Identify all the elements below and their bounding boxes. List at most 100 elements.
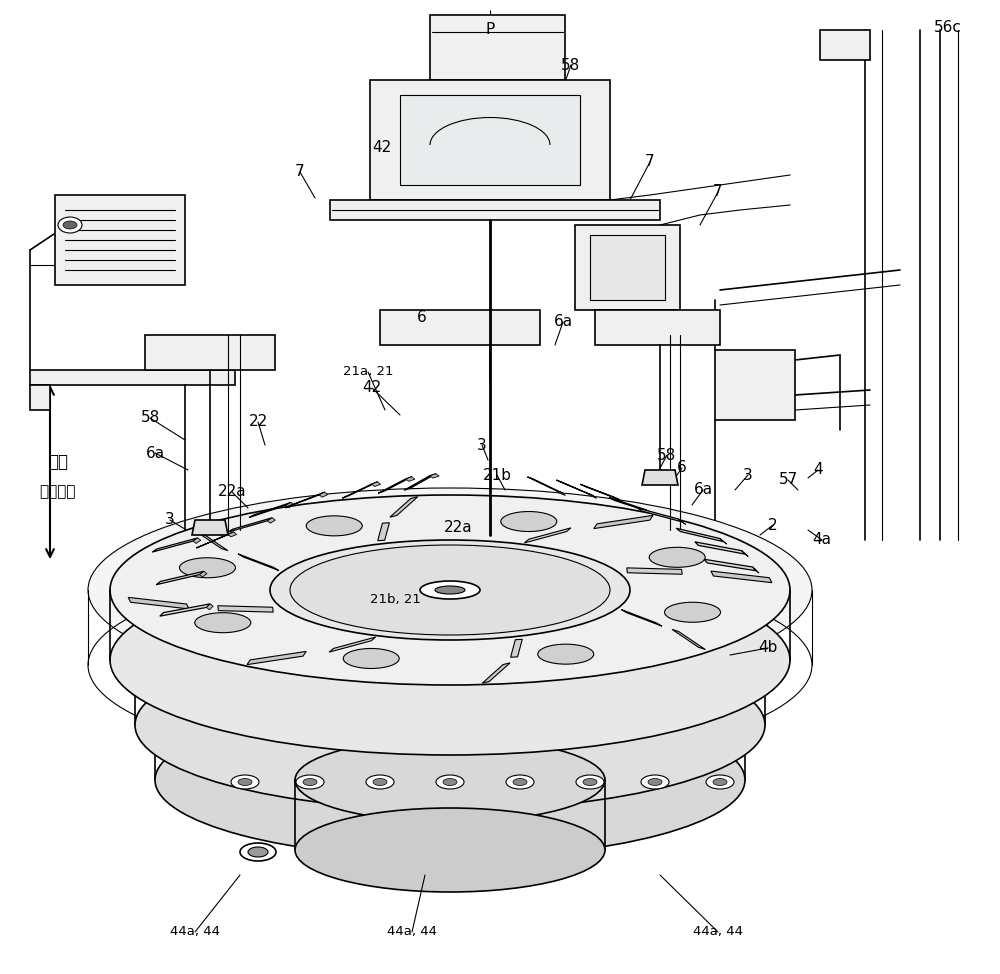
Ellipse shape bbox=[135, 640, 765, 810]
Polygon shape bbox=[614, 497, 623, 503]
Text: 7: 7 bbox=[645, 155, 655, 169]
Polygon shape bbox=[193, 538, 201, 543]
Ellipse shape bbox=[538, 644, 594, 664]
Polygon shape bbox=[711, 571, 772, 582]
Text: 58: 58 bbox=[561, 57, 581, 72]
Polygon shape bbox=[400, 95, 580, 185]
Ellipse shape bbox=[290, 545, 610, 635]
Polygon shape bbox=[594, 515, 653, 529]
Polygon shape bbox=[228, 518, 272, 532]
Text: 56c: 56c bbox=[934, 20, 962, 35]
Polygon shape bbox=[609, 498, 651, 512]
Polygon shape bbox=[678, 519, 686, 524]
Polygon shape bbox=[378, 523, 389, 541]
Ellipse shape bbox=[63, 221, 77, 229]
Text: 21b: 21b bbox=[482, 468, 512, 482]
Text: 42: 42 bbox=[362, 381, 382, 395]
Text: 2: 2 bbox=[768, 517, 778, 533]
Polygon shape bbox=[753, 567, 759, 573]
Polygon shape bbox=[646, 509, 654, 515]
Ellipse shape bbox=[295, 738, 605, 822]
Polygon shape bbox=[285, 492, 325, 507]
Polygon shape bbox=[247, 652, 306, 664]
Ellipse shape bbox=[58, 217, 82, 233]
Polygon shape bbox=[55, 195, 185, 285]
Ellipse shape bbox=[513, 778, 527, 785]
Text: 22a: 22a bbox=[218, 484, 246, 500]
Text: 7: 7 bbox=[295, 165, 305, 179]
Ellipse shape bbox=[110, 495, 790, 685]
Text: 21a, 21: 21a, 21 bbox=[343, 365, 393, 379]
Ellipse shape bbox=[648, 778, 662, 785]
Ellipse shape bbox=[270, 540, 630, 640]
Polygon shape bbox=[192, 520, 228, 535]
Text: 22a: 22a bbox=[444, 520, 472, 536]
Text: 轴向: 轴向 bbox=[48, 453, 68, 471]
Text: 6: 6 bbox=[677, 461, 687, 475]
Ellipse shape bbox=[435, 586, 465, 594]
Ellipse shape bbox=[583, 778, 597, 785]
Polygon shape bbox=[330, 200, 660, 220]
Polygon shape bbox=[206, 604, 213, 610]
Polygon shape bbox=[590, 235, 665, 300]
Polygon shape bbox=[319, 492, 328, 497]
Polygon shape bbox=[218, 606, 273, 612]
Polygon shape bbox=[152, 538, 198, 552]
Text: 6a: 6a bbox=[693, 482, 713, 498]
Ellipse shape bbox=[436, 775, 464, 789]
Ellipse shape bbox=[135, 575, 765, 745]
Polygon shape bbox=[720, 539, 727, 544]
Ellipse shape bbox=[706, 775, 734, 789]
Text: 58: 58 bbox=[140, 410, 160, 426]
Polygon shape bbox=[30, 370, 235, 385]
Ellipse shape bbox=[506, 775, 534, 789]
Ellipse shape bbox=[88, 488, 812, 692]
Polygon shape bbox=[741, 550, 748, 556]
Ellipse shape bbox=[248, 847, 268, 857]
Polygon shape bbox=[557, 491, 566, 496]
Ellipse shape bbox=[303, 778, 317, 785]
Text: 4b: 4b bbox=[758, 641, 778, 656]
Polygon shape bbox=[145, 335, 275, 370]
Polygon shape bbox=[160, 604, 210, 617]
Text: 58: 58 bbox=[657, 447, 677, 463]
Polygon shape bbox=[380, 310, 540, 345]
Polygon shape bbox=[342, 482, 378, 498]
Polygon shape bbox=[637, 507, 683, 522]
Polygon shape bbox=[430, 15, 565, 80]
Text: 44a, 44: 44a, 44 bbox=[387, 925, 437, 939]
Ellipse shape bbox=[373, 778, 387, 785]
Text: 57: 57 bbox=[778, 472, 798, 488]
Polygon shape bbox=[820, 30, 870, 60]
Polygon shape bbox=[676, 528, 724, 542]
Polygon shape bbox=[196, 532, 234, 548]
Ellipse shape bbox=[576, 775, 604, 789]
Text: 3: 3 bbox=[165, 512, 175, 528]
Polygon shape bbox=[372, 482, 381, 487]
Text: 44a, 44: 44a, 44 bbox=[693, 925, 743, 939]
Ellipse shape bbox=[366, 775, 394, 789]
Polygon shape bbox=[404, 473, 436, 490]
Polygon shape bbox=[524, 528, 571, 543]
Text: P: P bbox=[485, 22, 495, 38]
Ellipse shape bbox=[641, 775, 669, 789]
Text: 44a, 44: 44a, 44 bbox=[170, 925, 220, 939]
Ellipse shape bbox=[155, 702, 745, 858]
Polygon shape bbox=[406, 477, 415, 481]
Polygon shape bbox=[672, 629, 705, 650]
Polygon shape bbox=[286, 503, 294, 507]
Polygon shape bbox=[511, 639, 522, 657]
Ellipse shape bbox=[343, 649, 399, 668]
Polygon shape bbox=[627, 568, 682, 575]
Polygon shape bbox=[580, 484, 620, 500]
Polygon shape bbox=[621, 610, 662, 626]
Ellipse shape bbox=[155, 647, 745, 803]
Polygon shape bbox=[156, 572, 204, 584]
Text: 7: 7 bbox=[713, 184, 723, 200]
Text: 42: 42 bbox=[372, 140, 392, 156]
Polygon shape bbox=[527, 477, 563, 493]
Polygon shape bbox=[575, 225, 680, 310]
Ellipse shape bbox=[443, 778, 457, 785]
Ellipse shape bbox=[420, 581, 480, 599]
Text: 6a: 6a bbox=[145, 445, 165, 461]
